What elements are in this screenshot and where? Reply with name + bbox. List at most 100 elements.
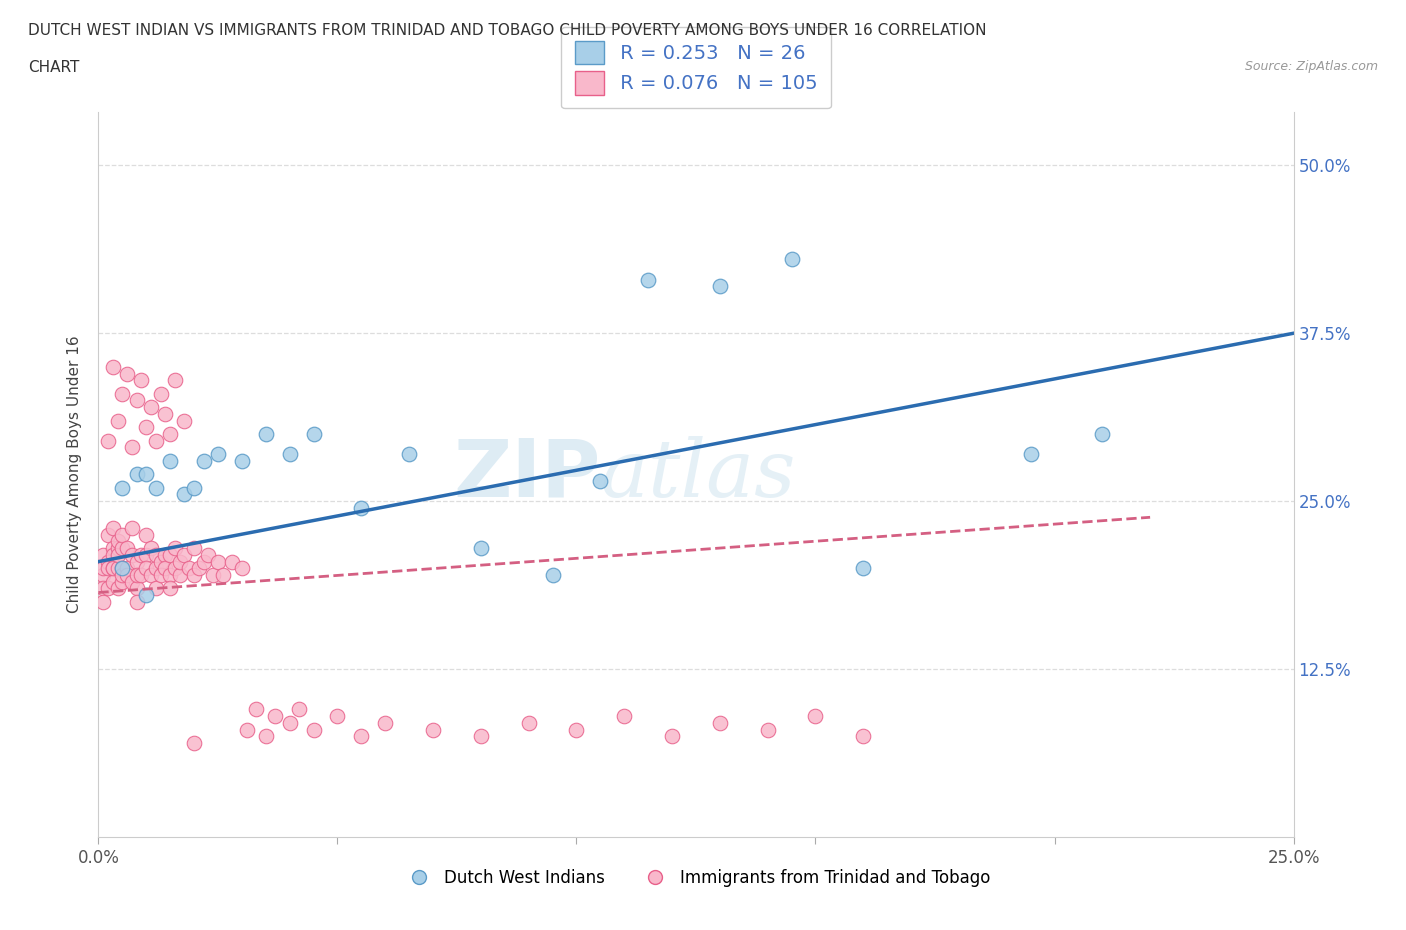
Point (121, 440, 143, 455)
Point (135, 561, 157, 576)
Point (97, 581, 120, 596)
Point (350, 729, 373, 744)
Point (101, 561, 124, 576)
Point (780, 252, 803, 267)
Point (245, 702, 267, 717)
Point (125, 581, 148, 596)
Text: atlas: atlas (600, 435, 796, 513)
Point (149, 386, 172, 401)
Point (470, 729, 492, 744)
Point (235, 722, 257, 737)
Point (139, 567, 162, 582)
Point (149, 567, 172, 582)
Point (183, 480, 205, 495)
Point (159, 567, 181, 582)
Point (709, 279, 731, 294)
Point (97, 554, 120, 569)
Point (1019, 446, 1042, 461)
Point (302, 427, 325, 442)
Point (288, 702, 311, 717)
Point (115, 561, 138, 576)
Point (231, 561, 253, 576)
Point (107, 581, 129, 596)
Text: ZIP: ZIP (453, 435, 600, 513)
Point (139, 400, 162, 415)
Point (589, 473, 612, 488)
Point (107, 548, 129, 563)
Point (145, 480, 167, 495)
Point (169, 567, 191, 582)
Point (159, 454, 181, 469)
Point (193, 454, 215, 469)
Point (756, 722, 779, 737)
Point (231, 454, 253, 469)
Point (101, 575, 124, 590)
Point (155, 406, 177, 421)
Point (173, 548, 195, 563)
Point (97, 561, 120, 576)
Point (145, 581, 167, 596)
Point (852, 561, 875, 576)
Point (517, 715, 540, 730)
Point (107, 561, 129, 576)
Point (111, 540, 134, 555)
Point (159, 581, 181, 596)
Point (159, 427, 181, 442)
Point (1091, 427, 1114, 442)
Point (852, 729, 875, 744)
Point (111, 561, 134, 576)
Point (131, 548, 153, 563)
Point (211, 567, 233, 582)
Point (422, 722, 444, 737)
Point (97, 433, 120, 448)
Point (135, 588, 157, 603)
Point (107, 540, 129, 555)
Point (125, 467, 148, 482)
Point (398, 446, 420, 461)
Point (125, 594, 148, 609)
Point (326, 709, 349, 724)
Point (115, 567, 138, 582)
Point (254, 427, 277, 442)
Point (145, 548, 167, 563)
Point (91, 567, 114, 582)
Point (135, 527, 157, 542)
Text: CHART: CHART (28, 60, 80, 75)
Point (207, 446, 229, 461)
Point (111, 386, 134, 401)
Point (193, 554, 215, 569)
Point (470, 540, 492, 555)
Point (149, 554, 172, 569)
Point (254, 729, 277, 744)
Point (121, 548, 143, 563)
Point (135, 419, 157, 434)
Point (613, 709, 636, 724)
Point (202, 567, 225, 582)
Point (125, 567, 148, 582)
Point (91, 561, 114, 576)
Point (101, 561, 124, 576)
Point (163, 373, 186, 388)
Point (169, 554, 191, 569)
Point (173, 413, 195, 428)
Point (101, 359, 124, 374)
Point (111, 561, 134, 576)
Point (121, 521, 143, 536)
Point (155, 561, 177, 576)
Legend: Dutch West Indians, Immigrants from Trinidad and Tobago: Dutch West Indians, Immigrants from Trin… (395, 863, 997, 894)
Point (131, 373, 153, 388)
Point (173, 487, 195, 502)
Point (163, 561, 186, 576)
Point (278, 446, 301, 461)
Point (101, 521, 124, 536)
Point (145, 561, 167, 576)
Point (637, 272, 659, 287)
Point (264, 709, 287, 724)
Point (121, 575, 143, 590)
Point (804, 709, 827, 724)
Point (139, 540, 162, 555)
Point (541, 567, 564, 582)
Point (135, 467, 157, 482)
Point (207, 554, 229, 569)
Point (111, 567, 134, 582)
